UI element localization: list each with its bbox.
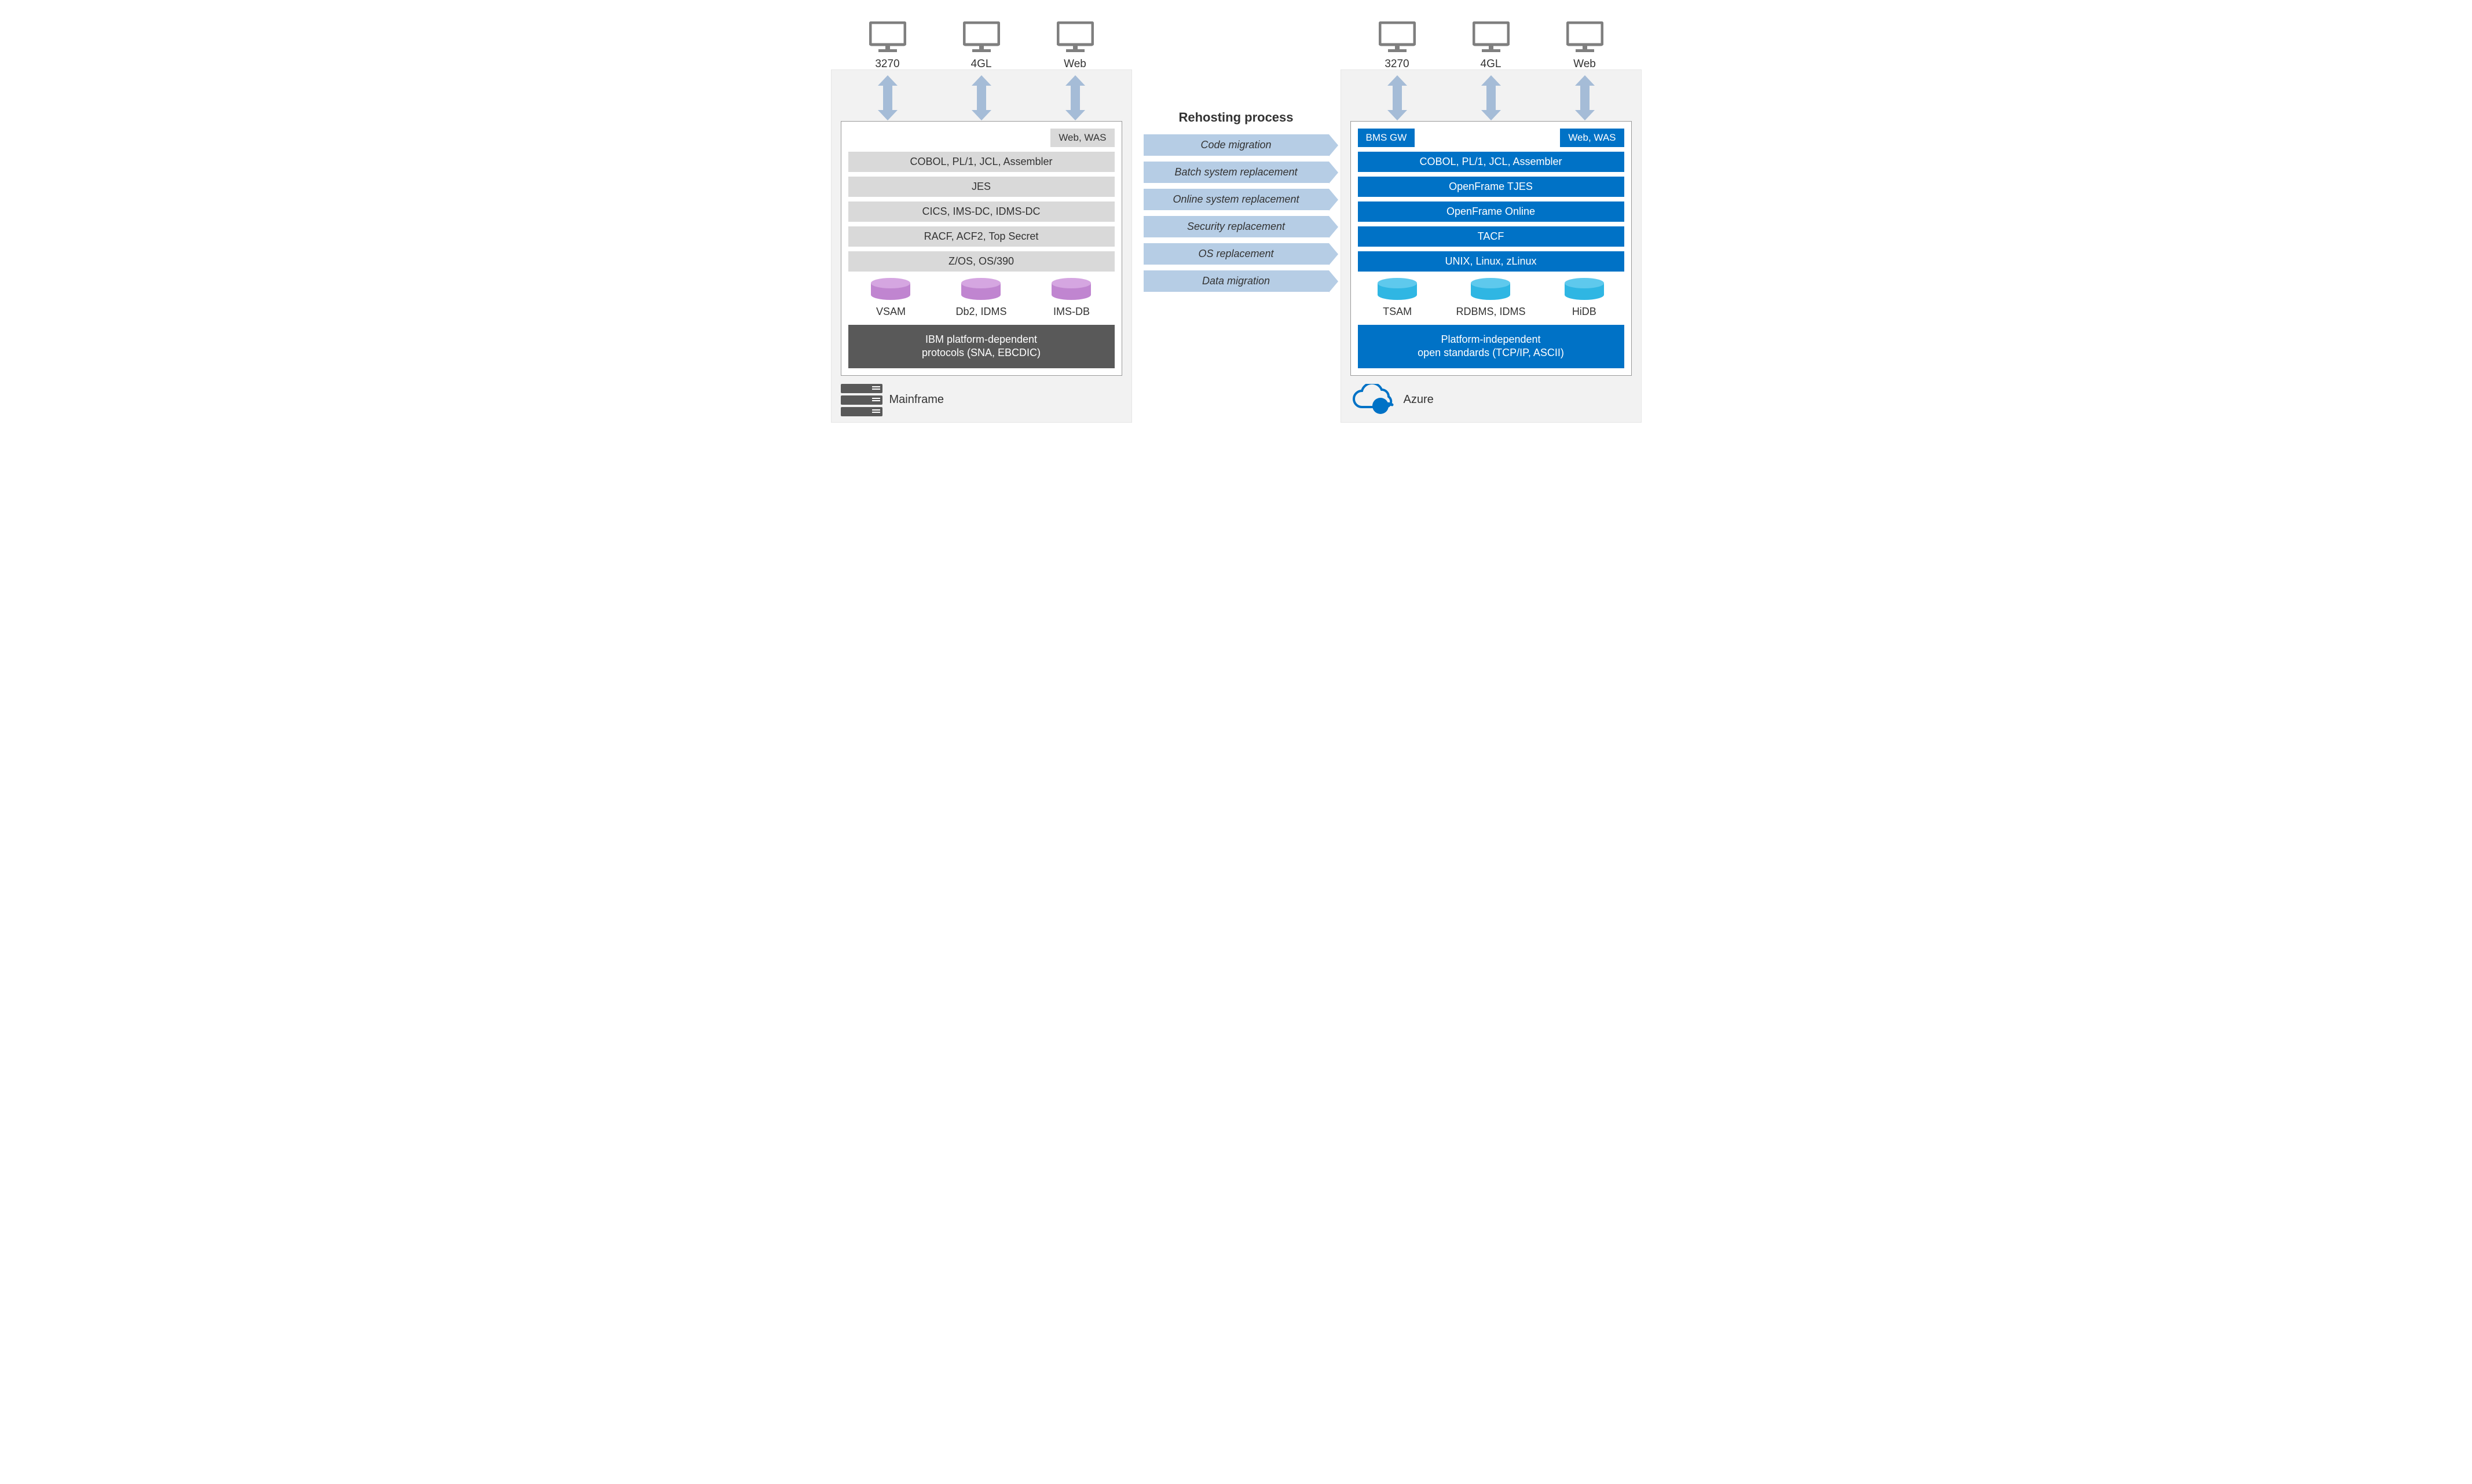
step-online: Online system replacement [1144, 189, 1329, 210]
biarrow-icon [1575, 75, 1595, 120]
step-os: OS replacement [1144, 243, 1329, 265]
step-batch: Batch system replacement [1144, 162, 1329, 183]
terminal-4gl: 4GL [935, 21, 1027, 71]
rehosting-column: Rehosting process Code migration Batch s… [1144, 12, 1329, 423]
terminal-label: Web [1028, 58, 1121, 71]
layer-standards: Platform-independent open standards (TCP… [1358, 325, 1624, 368]
monitor-icon [1379, 21, 1416, 53]
terminal-label: 3270 [1350, 58, 1443, 71]
azure-stack: BMS GW Web, WAS COBOL, PL/1, JCL, Assemb… [1350, 121, 1632, 376]
step-data: Data migration [1144, 270, 1329, 292]
azure-terminals: 3270 4GL Web [1350, 21, 1632, 71]
mainframe-footer: Mainframe [841, 384, 1122, 416]
layer-security: RACF, ACF2, Top Secret [848, 226, 1115, 247]
step-code: Code migration [1144, 134, 1329, 156]
monitor-icon [1566, 21, 1603, 53]
layer-batch: JES [848, 177, 1115, 197]
db-imsdb: IMS-DB [1050, 277, 1092, 318]
azure-dbs: TSAM RDBMS, IDMS HiDB [1358, 277, 1624, 318]
azure-label: Azure [1404, 393, 1434, 406]
monitor-icon [869, 21, 906, 53]
monitor-icon [1057, 21, 1094, 53]
terminal-label: 4GL [1444, 58, 1537, 71]
mainframe-arrows [841, 75, 1122, 123]
cylinder-icon [960, 277, 1002, 301]
db-hidb: HiDB [1563, 277, 1605, 318]
bms-gw-box: BMS GW [1358, 129, 1415, 147]
web-was-box: Web, WAS [1050, 129, 1114, 147]
layer-batch: OpenFrame TJES [1358, 177, 1624, 197]
mainframe-stack: Web, WAS COBOL, PL/1, JCL, Assembler JES… [841, 121, 1122, 376]
layer-online: OpenFrame Online [1358, 201, 1624, 222]
azure-arrows [1350, 75, 1632, 123]
biarrow-icon [1387, 75, 1407, 120]
cylinder-icon [1563, 277, 1605, 301]
biarrow-icon [1481, 75, 1501, 120]
layer-code: COBOL, PL/1, JCL, Assembler [1358, 152, 1624, 172]
terminal-label: Web [1538, 58, 1631, 71]
diagram-canvas: 3270 4GL Web Web, WAS COBOL, PL/1, JCL, … [831, 12, 1642, 423]
rehosting-title: Rehosting process [1144, 110, 1329, 125]
terminal-web: Web [1538, 21, 1631, 71]
monitor-icon [1473, 21, 1510, 53]
layer-protocols: IBM platform-dependent protocols (SNA, E… [848, 325, 1115, 368]
biarrow-icon [878, 75, 898, 120]
step-security: Security replacement [1144, 216, 1329, 237]
cylinder-icon [1470, 277, 1511, 301]
layer-os: Z/OS, OS/390 [848, 251, 1115, 272]
db-db2-idms: Db2, IDMS [955, 277, 1006, 318]
cylinder-icon [870, 277, 911, 301]
terminal-4gl: 4GL [1444, 21, 1537, 71]
db-rdbms-idms: RDBMS, IDMS [1456, 277, 1525, 318]
biarrow-icon [972, 75, 991, 120]
db-tsam: TSAM [1376, 277, 1418, 318]
cylinder-icon [1050, 277, 1092, 301]
web-was-box: Web, WAS [1560, 129, 1624, 147]
mainframe-label: Mainframe [889, 393, 944, 406]
cloud-icon [1350, 384, 1397, 416]
terminal-label: 4GL [935, 58, 1027, 71]
terminal-3270: 3270 [841, 21, 933, 71]
layer-os: UNIX, Linux, zLinux [1358, 251, 1624, 272]
azure-panel: 3270 4GL Web BMS GW Web, WAS COBOL, PL/1… [1341, 69, 1642, 423]
terminal-3270: 3270 [1350, 21, 1443, 71]
layer-security: TACF [1358, 226, 1624, 247]
layer-online: CICS, IMS-DC, IDMS-DC [848, 201, 1115, 222]
db-vsam: VSAM [870, 277, 911, 318]
terminal-web: Web [1028, 21, 1121, 71]
mainframe-dbs: VSAM Db2, IDMS IMS-DB [848, 277, 1115, 318]
terminal-label: 3270 [841, 58, 933, 71]
layer-code: COBOL, PL/1, JCL, Assembler [848, 152, 1115, 172]
monitor-icon [963, 21, 1000, 53]
server-icon [841, 384, 882, 416]
azure-footer: Azure [1350, 384, 1632, 416]
mainframe-terminals: 3270 4GL Web [841, 21, 1122, 71]
cylinder-icon [1376, 277, 1418, 301]
mainframe-panel: 3270 4GL Web Web, WAS COBOL, PL/1, JCL, … [831, 69, 1132, 423]
biarrow-icon [1065, 75, 1085, 120]
